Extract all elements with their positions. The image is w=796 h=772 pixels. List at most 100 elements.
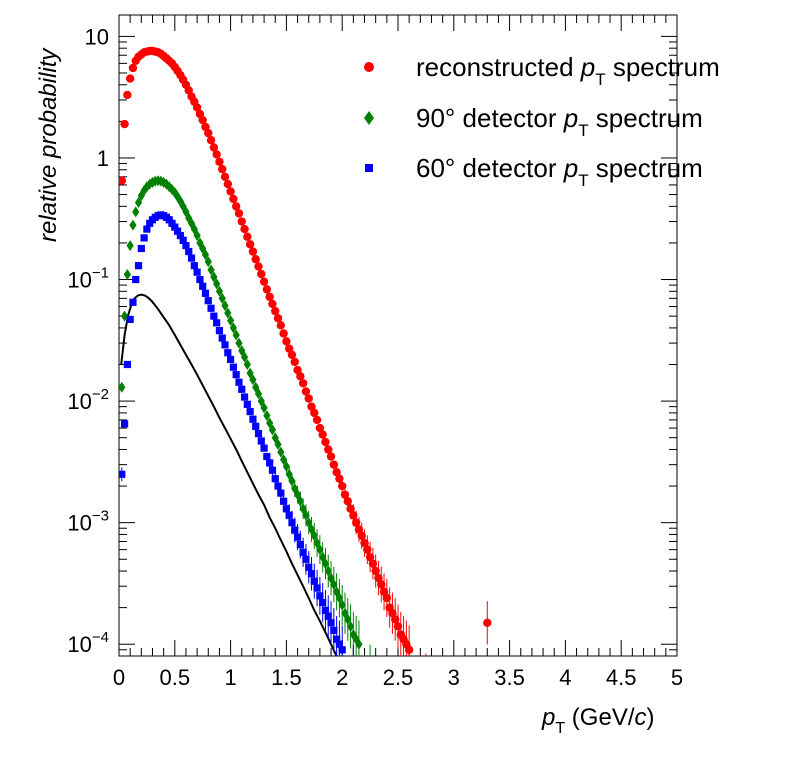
data-point-circle — [318, 430, 327, 439]
y-tick-label: 10−2 — [67, 386, 109, 414]
data-point-square — [246, 407, 254, 416]
data-point-circle — [315, 423, 325, 433]
x-axis-title: pT (GeV/c) — [541, 704, 655, 737]
data-point-circle — [354, 525, 364, 534]
data-point-diamond — [204, 256, 212, 268]
data-point-diamond — [263, 410, 271, 422]
legend-marker-square — [365, 164, 373, 172]
data-point-circle — [335, 474, 344, 483]
data-point-square — [254, 430, 263, 438]
data-point-circle — [312, 415, 322, 425]
data-point-diamond — [299, 503, 307, 515]
data-point-diamond — [268, 424, 277, 436]
data-point-diamond — [338, 599, 346, 611]
data-point-circle — [229, 194, 238, 204]
data-point-square — [260, 444, 268, 452]
x-tick-label: 0.5 — [160, 665, 191, 690]
x-tick-label: 3 — [448, 665, 460, 690]
data-point-square — [123, 360, 131, 369]
data-point-diamond — [296, 495, 304, 507]
data-point-square — [252, 422, 260, 430]
data-point-circle — [257, 269, 266, 279]
data-point-diamond — [355, 638, 363, 650]
x-tick-label: 2.5 — [383, 665, 414, 690]
data-point-circle — [346, 504, 355, 514]
data-point-diamond — [327, 572, 335, 584]
data-point-circle — [248, 247, 258, 256]
data-point-circle — [192, 103, 202, 112]
data-point-circle — [279, 329, 288, 338]
data-point-circle — [422, 677, 430, 685]
data-point-diamond — [254, 388, 263, 400]
data-point-circle — [262, 285, 272, 294]
x-axis-title-unit-post: ) — [647, 704, 655, 731]
data-point-square — [176, 231, 184, 240]
data-point-square — [204, 297, 212, 305]
data-point-circle — [119, 176, 126, 185]
data-point-circle — [371, 566, 380, 576]
data-point-circle — [128, 63, 138, 73]
data-point-diamond — [201, 249, 210, 261]
x-tick-label: 1.5 — [271, 665, 302, 690]
data-point-circle — [393, 622, 403, 631]
y-tick-label: 10−1 — [67, 265, 109, 293]
data-point-diamond — [394, 702, 401, 713]
data-point-square — [201, 289, 210, 297]
data-point-circle — [332, 468, 341, 477]
data-point-square — [299, 548, 307, 556]
data-point-diamond — [277, 446, 285, 458]
data-point-diamond — [324, 565, 332, 577]
data-point-diamond — [346, 620, 355, 632]
data-point-square — [143, 225, 151, 233]
data-point-circle — [215, 157, 224, 167]
data-point-square — [277, 489, 285, 497]
data-point-square — [313, 584, 321, 592]
x-tick-label: 4.5 — [606, 665, 637, 690]
data-point-square — [285, 511, 293, 519]
data-point-diamond — [249, 374, 257, 386]
data-point-diamond — [207, 264, 215, 276]
data-point-square — [257, 437, 265, 445]
data-point-square — [199, 282, 207, 290]
data-point-circle — [363, 545, 372, 554]
data-point-diamond — [305, 517, 313, 529]
data-point-diamond — [221, 300, 229, 312]
legend-entry-90deg: 90° detector pT spectrum — [364, 103, 703, 140]
data-point-diamond — [218, 292, 226, 304]
data-point-square — [196, 275, 204, 284]
data-point-diamond — [282, 460, 290, 472]
data-point-circle — [254, 262, 263, 271]
data-point-circle — [234, 209, 244, 218]
data-point-diamond — [367, 666, 374, 677]
data-point-diamond — [213, 278, 221, 290]
legend-label: reconstructed pT spectrum — [416, 52, 720, 89]
data-point-square — [171, 223, 179, 231]
data-point-circle — [231, 202, 241, 211]
data-point-diamond — [132, 206, 140, 218]
data-point-square — [238, 385, 246, 393]
data-point-diamond — [123, 268, 131, 280]
data-point-diamond — [232, 329, 240, 341]
data-point-circle — [290, 357, 299, 367]
data-point-circle — [324, 445, 333, 454]
data-point-square — [235, 378, 243, 386]
x-axis-title-var: p — [541, 704, 555, 731]
data-point-square — [327, 619, 335, 627]
data-point-diamond — [321, 558, 330, 570]
x-axis-ticks: 0 0.5 1 1.5 2 2.5 3 3.5 4 4.5 5 — [113, 15, 683, 690]
data-point-square — [310, 577, 318, 585]
y-tick-label: 10 — [85, 24, 109, 49]
data-point-diamond — [280, 454, 288, 466]
data-point-circle — [223, 179, 233, 189]
data-point-circle — [209, 143, 219, 152]
data-point-circle — [374, 573, 383, 583]
data-point-circle — [251, 254, 260, 264]
data-point-square — [134, 262, 143, 270]
data-point-diamond — [316, 544, 324, 556]
data-point-circle — [404, 645, 414, 654]
data-point-square — [179, 236, 187, 244]
data-point-diamond — [335, 592, 344, 604]
x-axis-title-unit-pre: (GeV/ — [565, 704, 635, 731]
data-point-circle — [296, 372, 305, 381]
data-point-circle — [377, 580, 386, 589]
